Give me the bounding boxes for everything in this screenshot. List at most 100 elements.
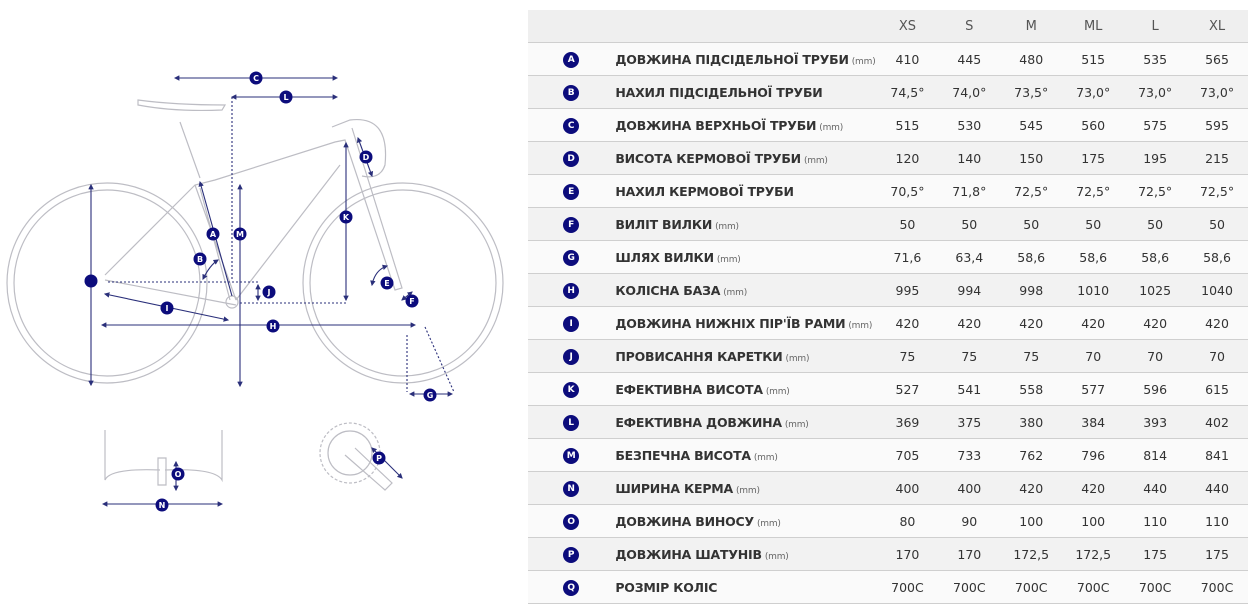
measurement-unit: (mm) [803,155,828,166]
measurement-value: 72,5° [1062,174,1125,208]
diagram-badge-e [380,276,394,290]
measurement-value: 420 [1000,471,1063,505]
measurement-value: 70,5° [876,174,939,208]
diagram-badge-letter: G [427,391,434,400]
measurement-name: ДОВЖИНА НИЖНІХ ПІР'ЇВ РАМИ (mm) [614,306,877,340]
measurement-value: 994 [938,273,1001,307]
measurement-value: 420 [1124,306,1187,340]
measurement-value: 527 [876,372,939,406]
measurement-value: 575 [1124,108,1187,142]
letter-badge: P [563,547,580,563]
row-badge-cell: O [528,504,615,538]
measurement-value: 73,0° [1124,75,1187,109]
measurement-value: 1010 [1062,273,1125,307]
measurement-value: 700C [1186,570,1248,604]
measurement-label: ДОВЖИНА ПІДСІДЕЛЬНОЇ ТРУБИ [615,51,849,67]
diagram-badge-letter: L [283,93,288,102]
size-header: XL [1186,10,1248,43]
measurement-value: 440 [1124,471,1187,505]
measurement-label: НАХИЛ КЕРМОВОЇ ТРУБИ [615,183,794,199]
measurement-value: 384 [1062,405,1125,439]
measurement-name: НАХИЛ КЕРМОВОЇ ТРУБИ [614,174,877,208]
diagram-badge-d [359,150,373,164]
measurement-value: 705 [876,438,939,472]
measurement-value: 998 [1000,273,1063,307]
diagram-badge-letter: B [197,255,203,264]
measurement-value: 700C [1062,570,1125,604]
row-badge-cell: J [528,339,615,373]
measurement-unit: (mm) [851,56,876,67]
table-row: E НАХИЛ КЕРМОВОЇ ТРУБИ 70,5° 71,8° 72,5° 72,5… [528,174,1248,208]
row-badge-cell: K [528,372,615,406]
measurement-name: ДОВЖИНА ВИНОСУ (mm) [614,504,877,538]
measurement-value: 796 [1062,438,1125,472]
diagram-badge-j [262,285,276,299]
table-row: P ДОВЖИНА ШАТУНІВ (mm) 170 170 172,5 172,5 175 1… [528,537,1248,571]
measurement-value: 140 [938,141,1001,175]
row-badge-cell: L [528,405,615,439]
letter-badge: C [563,118,580,134]
diagram-badge-g [423,388,437,402]
measurement-value: 535 [1124,42,1187,76]
diagram-badge-letter: H [270,322,277,331]
measurement-value: 50 [938,207,1001,241]
measurement-value: 70 [1062,339,1125,373]
bike-outline [6,99,504,491]
measurement-value: 72,5° [1000,174,1063,208]
diagram-badges: A B C D E F G H I J K L M N O P [84,71,437,512]
measurement-value: 74,5° [876,75,939,109]
measurement-label: БЕЗПЕЧНА ВИСОТА [615,447,751,463]
measurement-value: 440 [1186,471,1248,505]
measurement-value: 70 [1124,339,1187,373]
measurement-value: 50 [1124,207,1187,241]
diagram-badge-letter: A [210,230,217,239]
measurement-value: 100 [1000,504,1063,538]
letter-badge: K [563,382,580,398]
measurement-unit: (mm) [785,353,810,364]
measurement-value: 420 [1186,306,1248,340]
row-badge-cell: C [528,108,615,142]
diagram-badge-letter: P [376,454,382,463]
frame [104,121,403,306]
diagram-badge-letter: J [267,288,271,297]
measurement-value: 215 [1186,141,1248,175]
table-row: F ВИЛІТ ВИЛКИ (mm) 50 50 50 50 50 50 [528,207,1248,241]
letter-badge: O [563,514,580,530]
measurement-value: 545 [1000,108,1063,142]
measurement-value: 175 [1062,141,1125,175]
measurement-value: 170 [938,537,1001,571]
measurement-name: ЕФЕКТИВНА ВИСОТА (mm) [614,372,877,406]
size-header-row: XS S M ML L XL [528,10,1248,43]
diagram-badge-a [206,227,220,241]
measurement-name: НАХИЛ ПІДСІДЕЛЬНОЇ ТРУБИ [614,75,877,109]
letter-badge: Q [563,580,580,596]
letter-badge: M [563,448,580,464]
measurement-label: ЕФЕКТИВНА ВИСОТА [615,381,763,397]
measurement-label: РОЗМІР КОЛІС [615,579,718,595]
header-spacer [528,10,615,43]
bike-geometry-diagram: A B C D E F G H I J K L M N O P [6,71,504,512]
row-badge-cell: H [528,273,615,307]
diagram-badge-f [405,294,419,308]
diagram-badge-letter: K [343,213,350,222]
measurement-value: 393 [1124,405,1187,439]
front-wheel [302,182,504,384]
diagram-badge-i [160,301,174,315]
measurement-value: 75 [938,339,1001,373]
measurement-value: 120 [876,141,939,175]
measurement-label: ЕФЕКТИВНА ДОВЖИНА [615,414,782,430]
table-row: L ЕФЕКТИВНА ДОВЖИНА (mm) 369 375 380 384 393 402 [528,405,1248,439]
measurement-value: 995 [876,273,939,307]
measurement-value: 762 [1000,438,1063,472]
measurement-label: ДОВЖИНА ВЕРХНЬОЇ ТРУБИ [615,117,817,133]
row-badge-cell: E [528,174,615,208]
row-badge-cell: D [528,141,615,175]
measurement-value: 577 [1062,372,1125,406]
measurement-value: 814 [1124,438,1187,472]
crank-arm [344,447,393,491]
measurement-value: 175 [1124,537,1187,571]
table-row: J ПРОВИСАННЯ КАРЕТКИ (mm) 75 75 75 70 70 70 [528,339,1248,373]
measurement-unit: (mm) [765,386,790,397]
measurement-label: ШЛЯХ ВИЛКИ [615,249,714,265]
diagram-badge-c [249,71,263,85]
